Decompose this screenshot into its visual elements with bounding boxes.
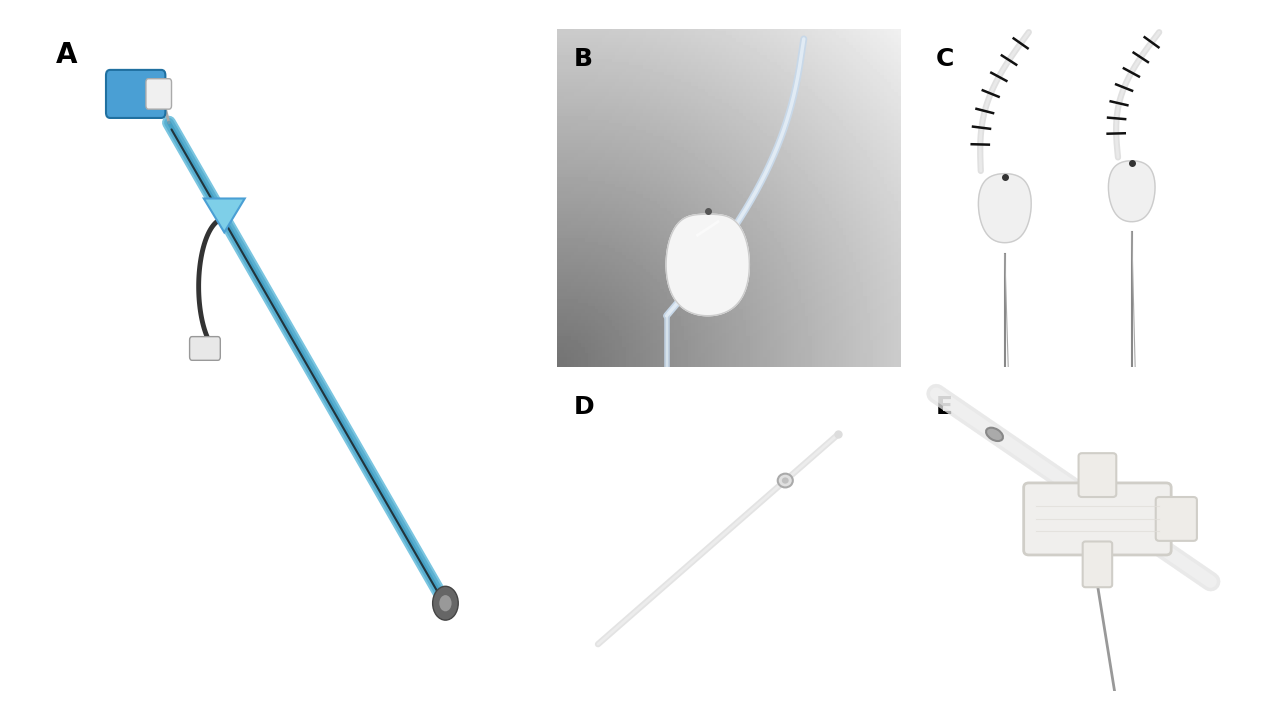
FancyBboxPatch shape: [1024, 483, 1171, 555]
Text: E: E: [936, 395, 954, 419]
Ellipse shape: [986, 428, 1004, 441]
Polygon shape: [666, 215, 749, 316]
Circle shape: [433, 586, 458, 620]
FancyBboxPatch shape: [189, 337, 220, 360]
FancyBboxPatch shape: [1079, 453, 1116, 497]
Circle shape: [439, 595, 452, 611]
Text: D: D: [573, 395, 595, 419]
Polygon shape: [204, 199, 244, 233]
Circle shape: [778, 474, 792, 487]
FancyBboxPatch shape: [106, 70, 165, 118]
Text: C: C: [936, 48, 955, 71]
Polygon shape: [1108, 161, 1155, 222]
FancyBboxPatch shape: [146, 78, 172, 109]
FancyBboxPatch shape: [1156, 497, 1197, 541]
FancyBboxPatch shape: [1083, 541, 1112, 588]
Text: A: A: [56, 42, 78, 69]
Circle shape: [782, 477, 788, 484]
Polygon shape: [978, 174, 1032, 243]
Text: B: B: [573, 48, 593, 71]
